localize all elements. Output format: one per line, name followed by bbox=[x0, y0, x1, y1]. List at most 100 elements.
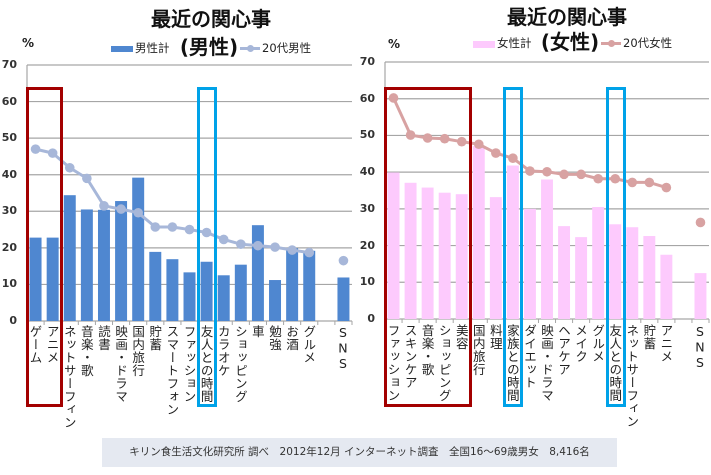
legend-bar-swatch bbox=[473, 41, 495, 48]
bar bbox=[592, 207, 605, 319]
y-tick-label: 50 bbox=[359, 128, 375, 142]
bar bbox=[489, 197, 502, 319]
bar bbox=[46, 237, 59, 321]
x-category-label: SNS bbox=[692, 324, 708, 371]
line-point bbox=[542, 166, 552, 177]
x-category-label: アニメ bbox=[658, 324, 674, 363]
bar bbox=[575, 237, 588, 319]
highlight-box bbox=[197, 87, 218, 407]
bar bbox=[472, 146, 485, 319]
highlight-box bbox=[26, 87, 64, 407]
line-point bbox=[116, 204, 126, 214]
line-point bbox=[422, 133, 433, 143]
bar bbox=[455, 194, 468, 319]
bar bbox=[97, 209, 110, 321]
y-tick-label: 0 bbox=[367, 312, 375, 325]
x-category-label: 映画・ドラマ bbox=[539, 324, 554, 402]
legend-line-marker-icon bbox=[246, 45, 254, 52]
source-footnote: キリン食生活文化研究所 調べ 2012年12月 インターネット調査 全国16～6… bbox=[102, 438, 617, 467]
bar bbox=[421, 187, 434, 319]
line-point bbox=[287, 245, 297, 255]
legend-bar-swatch bbox=[111, 46, 133, 52]
line-point bbox=[525, 166, 535, 176]
line-point bbox=[473, 139, 484, 150]
line-point bbox=[236, 239, 246, 249]
y-tick-label: 40 bbox=[359, 165, 375, 179]
bar bbox=[660, 254, 673, 319]
bar bbox=[115, 201, 128, 321]
x-category-label: グルメ bbox=[590, 324, 606, 363]
x-category-label: スキンケア bbox=[402, 324, 418, 389]
line-point bbox=[47, 148, 58, 158]
y-tick-label: 70 bbox=[1, 58, 17, 71]
x-category-label: 国内旅行 bbox=[470, 324, 486, 376]
bar bbox=[438, 192, 451, 319]
x-category-label: 映画・ドラマ bbox=[113, 325, 129, 403]
line-point bbox=[64, 162, 75, 173]
x-category-label: 車 bbox=[249, 325, 265, 338]
line-point bbox=[99, 201, 109, 211]
women-chart bbox=[384, 61, 710, 323]
line-point bbox=[456, 136, 467, 147]
bar bbox=[269, 280, 282, 321]
bar bbox=[523, 208, 536, 319]
line-point bbox=[201, 227, 212, 238]
legend-line-label: 20代女性 bbox=[623, 36, 673, 50]
line-point bbox=[610, 173, 621, 184]
x-category-label: ダイエット bbox=[521, 324, 537, 389]
line-point bbox=[559, 169, 569, 180]
x-category-label: 料理 bbox=[487, 324, 503, 350]
line-point bbox=[30, 144, 41, 154]
bar bbox=[149, 251, 162, 321]
line-point bbox=[304, 247, 315, 258]
x-category-label: 美容 bbox=[453, 324, 469, 350]
x-category-label: SNS bbox=[335, 325, 351, 372]
bar bbox=[29, 237, 42, 321]
highlight-box bbox=[503, 87, 524, 407]
x-category-label: カラオケ bbox=[215, 325, 231, 377]
line-point bbox=[627, 177, 638, 188]
women-chart-title: 最近の関心事 bbox=[507, 5, 627, 29]
bar bbox=[541, 179, 553, 319]
x-category-label: メイク bbox=[573, 324, 589, 363]
x-category-label: 貯蓄 bbox=[641, 324, 657, 350]
men-chart bbox=[26, 64, 353, 325]
x-category-label: ヘアケア bbox=[556, 324, 572, 376]
line-point bbox=[82, 173, 92, 184]
x-category-label: ファッション bbox=[181, 325, 197, 403]
bar bbox=[404, 182, 417, 319]
bar bbox=[200, 261, 213, 321]
line-point bbox=[508, 153, 518, 163]
x-category-label: ネットサーフィン bbox=[61, 325, 77, 429]
line-point bbox=[150, 222, 161, 232]
legend-bar-label: 男性計 bbox=[135, 41, 170, 55]
y-tick-label: 60 bbox=[1, 94, 17, 108]
line-point bbox=[167, 222, 178, 232]
bar bbox=[183, 272, 196, 321]
y-tick-label: 0 bbox=[9, 314, 17, 327]
bar bbox=[251, 225, 264, 321]
line-point bbox=[253, 240, 263, 251]
women-chart-subtitle: (女性) bbox=[540, 30, 600, 54]
y-tick-label: 60 bbox=[359, 91, 375, 105]
line-point bbox=[576, 169, 586, 180]
bar bbox=[337, 277, 350, 321]
bar bbox=[234, 264, 247, 321]
line-point bbox=[491, 148, 501, 158]
bar bbox=[558, 226, 571, 319]
x-category-label: お酒 bbox=[284, 325, 300, 351]
x-category-label: 貯蓄 bbox=[147, 325, 163, 351]
legend-line-label: 20代男性 bbox=[262, 41, 312, 55]
men-chart-title: 最近の関心事 bbox=[151, 7, 271, 31]
x-category-label: ゲーム bbox=[27, 325, 43, 364]
line-point bbox=[388, 93, 399, 103]
line-point bbox=[270, 242, 280, 252]
legend-line-swatch bbox=[601, 40, 621, 47]
bar bbox=[694, 273, 707, 319]
y-tick-label: 30 bbox=[1, 204, 17, 218]
bar bbox=[217, 275, 230, 321]
line-point bbox=[405, 130, 416, 140]
highlight-box bbox=[384, 87, 473, 407]
